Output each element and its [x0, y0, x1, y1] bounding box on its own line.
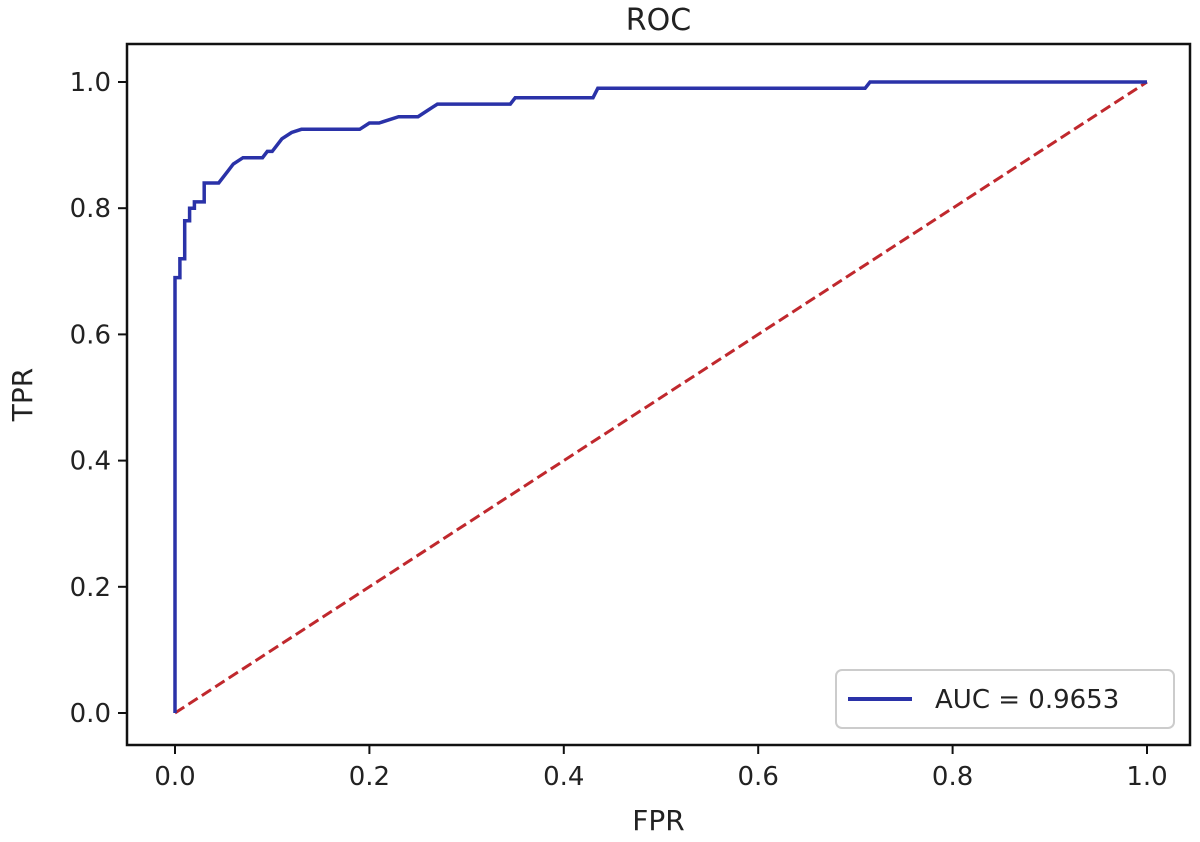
legend-box [835, 669, 1175, 729]
x-tick-label: 0.8 [932, 762, 973, 792]
x-tick-label: 0.4 [543, 762, 584, 792]
chart-title: ROC [626, 3, 691, 38]
y-tick-label: 0.8 [70, 194, 111, 224]
plot-frame [125, 42, 1192, 747]
legend-label-auc: AUC = 0.9653 [935, 685, 1119, 715]
y-tick-label: 0.4 [70, 447, 111, 477]
x-tick-label: 1.0 [1126, 762, 1167, 792]
chance-diagonal-line [174, 80, 1148, 715]
y-axis-title: TPR [6, 368, 39, 422]
x-tick-label: 0.2 [349, 762, 390, 792]
legend: AUC = 0.9653 [835, 669, 1175, 729]
x-tick-label: 0.6 [738, 762, 779, 792]
y-tick-label: 0.2 [70, 573, 111, 603]
roc-curve-line [173, 80, 1147, 713]
y-tick-label: 0.6 [70, 320, 111, 350]
x-axis: 0.0 0.2 0.4 0.6 0.8 1.0 [154, 745, 1168, 792]
x-axis-title: FPR [632, 804, 684, 837]
y-tick-label: 0.0 [70, 699, 111, 729]
y-tick-label: 1.0 [70, 68, 111, 98]
plot-area [173, 80, 1148, 715]
y-axis: 0.0 0.2 0.4 0.6 0.8 1.0 [70, 68, 127, 729]
x-tick-label: 0.0 [154, 762, 195, 792]
